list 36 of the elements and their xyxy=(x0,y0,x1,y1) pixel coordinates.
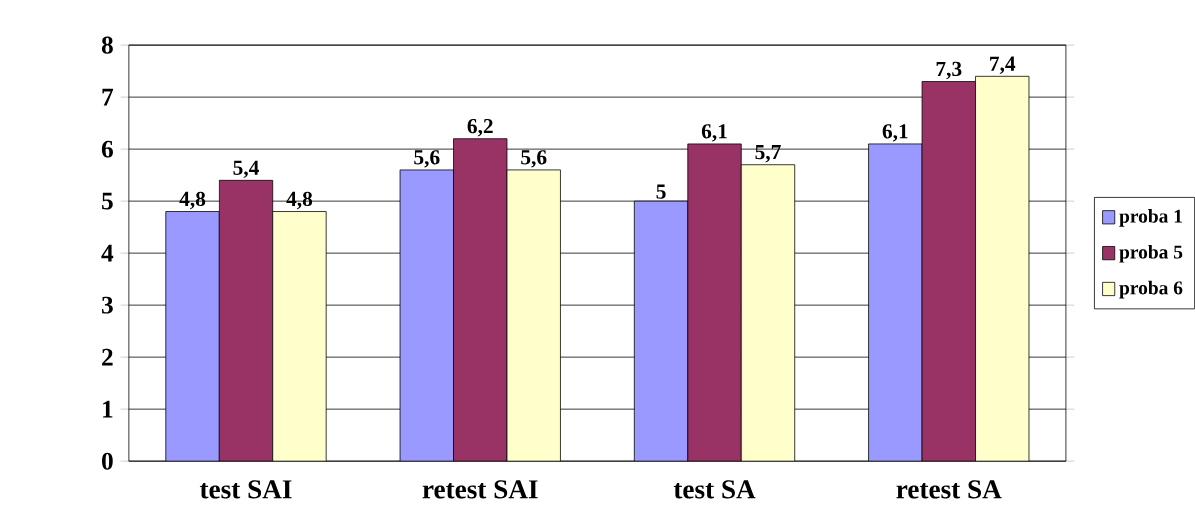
bar xyxy=(687,143,742,462)
data-label: 5 xyxy=(656,184,666,199)
y-tick-label: 8 xyxy=(101,36,113,54)
y-tick-label: 2 xyxy=(102,348,113,366)
data-label: 5,7 xyxy=(755,145,781,163)
legend-label: proba 6 xyxy=(1119,280,1183,299)
bar xyxy=(975,75,1030,462)
data-label: 4,8 xyxy=(179,191,206,210)
y-tick-label: 4 xyxy=(101,244,114,262)
bar xyxy=(740,164,796,462)
y-tick-label: 3 xyxy=(101,296,113,314)
data-label: 7,3 xyxy=(936,61,962,80)
x-tick-label: test SA xyxy=(673,480,756,499)
data-label: 5,6 xyxy=(521,150,547,168)
bar xyxy=(921,81,976,462)
data-label: 6,1 xyxy=(701,124,727,142)
legend-label: proba 5 xyxy=(1119,244,1183,263)
y-tick-label: 7 xyxy=(102,88,114,106)
y-tick-label: 5 xyxy=(102,192,113,210)
bar xyxy=(272,211,327,462)
data-label: 5,6 xyxy=(414,150,440,168)
bar xyxy=(453,138,508,462)
data-label: 5,4 xyxy=(233,160,259,179)
data-label: 6,2 xyxy=(467,118,493,137)
x-tick-label: test SAI xyxy=(199,480,292,499)
data-label: 7,4 xyxy=(990,56,1016,75)
x-tick-label: retest SA xyxy=(896,480,1002,499)
y-tick-label: 1 xyxy=(103,400,113,418)
bar xyxy=(506,169,561,462)
y-tick-label: 0 xyxy=(102,452,113,470)
bar xyxy=(218,179,274,462)
legend-label: proba 1 xyxy=(1119,209,1182,227)
data-label: 6,1 xyxy=(882,124,908,142)
x-tick-label: retest SAI xyxy=(422,480,538,499)
data-label: 4,8 xyxy=(286,191,313,210)
y-tick-label: 6 xyxy=(101,140,113,158)
